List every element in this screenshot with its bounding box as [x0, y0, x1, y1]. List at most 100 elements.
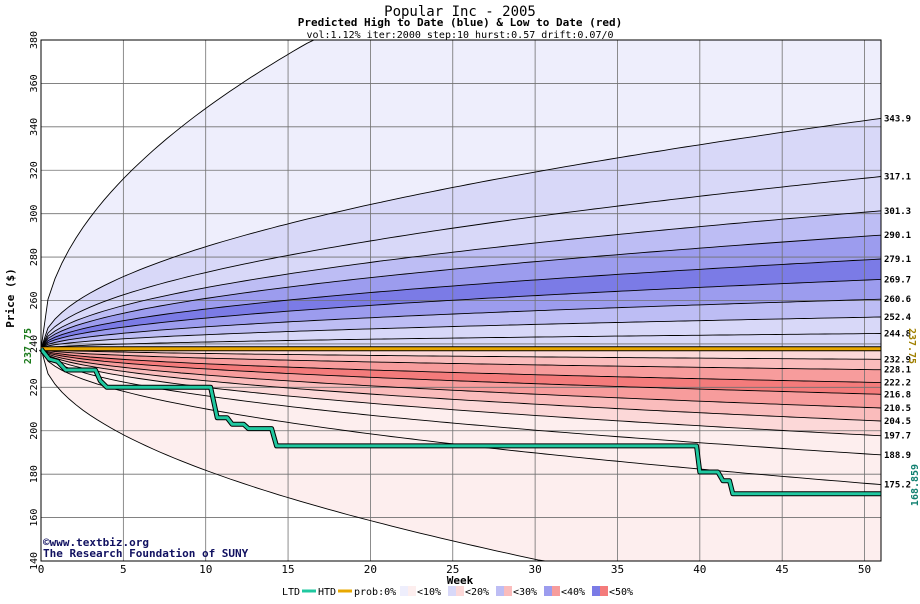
curve-end-label: 216.8: [884, 390, 911, 400]
y-tick-label: 340: [29, 118, 40, 136]
lower-band: [41, 348, 881, 408]
ltd-value-label: 168.859: [910, 464, 920, 506]
y-tick-label: 220: [29, 378, 40, 396]
legend-item-label: <10%: [417, 587, 441, 598]
legend-item-label: <50%: [609, 587, 633, 598]
y-tick-label: 280: [29, 248, 40, 266]
upper-curve: [40, 176, 882, 349]
upper-band: [41, 118, 881, 349]
x-tick-label: 40: [693, 563, 706, 576]
x-tick-label: 35: [611, 563, 624, 576]
lower-band: [41, 348, 881, 436]
lower-curve: [40, 348, 881, 371]
y-tick-label: 160: [29, 509, 40, 527]
x-tick-label: 30: [528, 563, 541, 576]
curve-end-label: 269.7: [884, 275, 911, 285]
y-tick-label: 180: [29, 465, 40, 483]
x-tick-label: 0: [38, 563, 45, 576]
legend-swatch-red: [552, 586, 560, 596]
upper-curve: [40, 316, 882, 350]
curve-end-label: 228.1: [884, 366, 911, 376]
legend: LTD HTD prob:0% <10% <20% <30% <40% <50%: [282, 586, 633, 598]
upper-curve: [40, 333, 882, 350]
lower-band: [41, 348, 881, 360]
lower-curve: [40, 348, 882, 409]
legend-htd-label: HTD: [318, 587, 336, 598]
lower-band: [41, 348, 881, 370]
y-axis-label: Price ($): [4, 268, 17, 328]
chart-title: Popular Inc - 2005: [384, 4, 536, 20]
upper-curve: [40, 234, 882, 350]
x-tick-label: 20: [364, 563, 377, 576]
lower-band: [41, 348, 881, 561]
x-tick-label: 45: [776, 563, 789, 576]
y-tick-label: 380: [29, 31, 40, 49]
current-price-label: 237.75: [906, 328, 917, 364]
watermark-url: ©www.textbiz.org: [43, 536, 149, 549]
lower-curve: [40, 348, 882, 422]
ltd-line: [39, 347, 881, 496]
lower-curve: [40, 348, 881, 360]
legend-swatch-blue: [448, 586, 456, 596]
chart-subtitle: Predicted High to Date (blue) & Low to D…: [298, 16, 623, 29]
lower-band: [41, 348, 881, 485]
upper-band: [41, 333, 881, 349]
lower-band: [41, 348, 881, 455]
upper-band: [41, 210, 881, 349]
lower-band: [41, 348, 881, 421]
upper-band: [41, 40, 881, 349]
curve-end-label: 252.4: [884, 313, 912, 323]
upper-band: [41, 176, 881, 349]
curve-end-label: 301.3: [884, 207, 911, 217]
x-tick-label: 25: [446, 563, 459, 576]
x-tick-label: 50: [858, 563, 871, 576]
upper-band: [41, 279, 881, 349]
lower-curve: [40, 348, 882, 456]
curve-end-label: 197.7: [884, 432, 911, 442]
x-axis-label: Week: [447, 574, 474, 587]
start-price-label: 237.75: [23, 328, 34, 364]
legend-swatch-blue: [496, 586, 504, 596]
legend-swatch-red: [456, 586, 464, 596]
watermark-org: The Research Foundation of SUNY: [43, 547, 249, 560]
y-tick-label: 260: [29, 291, 40, 309]
legend-swatch-blue: [544, 586, 552, 596]
legend-item-label: <30%: [513, 587, 537, 598]
y-tick-label: 140: [29, 552, 40, 570]
chart-params: vol:1.12% iter:2000 step:10 hurst:0.57 d…: [306, 30, 613, 41]
y-tick-label: 300: [29, 205, 40, 223]
y-tick-label: 320: [29, 161, 40, 179]
lower-band: [41, 348, 881, 395]
upper-curve: [40, 117, 882, 349]
curve-end-label: 260.6: [884, 295, 911, 305]
price-paths: [39, 346, 881, 497]
axes: 0 5 10 15 20 25 30 35 40 45 50 140 160 180 200 220 240 26…: [29, 31, 882, 576]
legend-swatch-blue: [400, 586, 408, 596]
upper-band: [41, 235, 881, 349]
legend-item-label: <40%: [561, 587, 585, 598]
curve-end-label: 175.2: [884, 481, 911, 491]
x-tick-label: 10: [199, 563, 212, 576]
y-tick-label: 360: [29, 74, 40, 92]
legend-swatch-red: [408, 586, 416, 596]
upper-curve: [40, 210, 882, 350]
legend-item-label: <20%: [465, 587, 489, 598]
curve-end-label: 222.2: [884, 379, 911, 389]
curve-end-label: 317.1: [884, 173, 911, 183]
upper-curve: [40, 298, 882, 350]
upper-curve: [40, 258, 882, 350]
lower-curve: [40, 348, 882, 395]
curve-end-label: 188.9: [884, 451, 911, 461]
curve-end-label: 244.8: [884, 329, 911, 339]
legend-swatch-red: [504, 586, 512, 596]
lower-band: [41, 348, 881, 383]
upper-band: [41, 259, 881, 349]
curve-end-label: 232.9: [884, 355, 911, 365]
plot-frame: [40, 39, 882, 562]
x-tick-label: 5: [120, 563, 127, 576]
curve-end-label: 279.1: [884, 255, 911, 265]
legend-prob-label: prob:0%: [354, 587, 396, 598]
upper-curve: [40, 278, 882, 350]
